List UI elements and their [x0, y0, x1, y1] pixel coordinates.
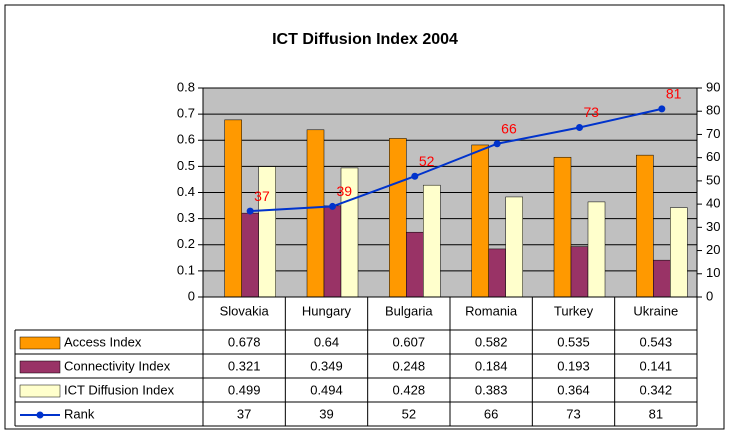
- bar: [471, 144, 489, 298]
- category-label: Ukraine: [633, 303, 678, 318]
- legend-label: Connectivity Index: [64, 358, 171, 373]
- bar: [323, 205, 342, 298]
- bar: [553, 156, 572, 298]
- y2-tick-label: 0: [706, 288, 713, 303]
- rank-label: 52: [419, 153, 435, 169]
- bar: [224, 119, 242, 298]
- y-tick-label: 0.3: [177, 210, 195, 225]
- table-value: 0.364: [557, 382, 590, 397]
- table-value: 0.141: [640, 358, 673, 373]
- legend-key: [19, 384, 61, 398]
- table-value: 0.543: [640, 334, 673, 349]
- table-value: 0.349: [310, 358, 343, 373]
- table-value: 37: [237, 406, 251, 421]
- y-tick-label: 0.2: [177, 236, 195, 251]
- table-value: 0.383: [475, 382, 508, 397]
- legend-label: ICT Diffusion Index: [64, 382, 175, 397]
- rank-marker: [576, 123, 583, 131]
- table-value: 39: [319, 406, 333, 421]
- table-value: 0.184: [475, 358, 508, 373]
- legend-key: [19, 360, 61, 374]
- y-tick-label: 0.4: [177, 184, 195, 199]
- bar: [306, 129, 325, 298]
- bar: [505, 196, 523, 298]
- y2-tick-label: 30: [706, 219, 720, 234]
- y-tick-label: 0.5: [177, 158, 195, 173]
- rank-line: [250, 107, 663, 213]
- table-value: 0.582: [475, 334, 508, 349]
- rank-marker: [329, 202, 336, 210]
- table-value: 0.64: [314, 334, 339, 349]
- y2-tick-label: 60: [706, 149, 720, 164]
- bar: [406, 231, 424, 298]
- y2-tick-label: 40: [706, 196, 720, 211]
- table-value: 66: [484, 406, 498, 421]
- table-value: 81: [649, 406, 663, 421]
- y2-tick-label: 80: [706, 103, 720, 118]
- rank-label: 81: [666, 86, 682, 102]
- table-value: 0.193: [557, 358, 590, 373]
- chart-title: ICT Diffusion Index 2004: [272, 31, 458, 48]
- bar: [587, 201, 606, 298]
- table-value: 52: [402, 406, 416, 421]
- table-value: 0.428: [393, 382, 426, 397]
- y2-tick-label: 10: [706, 265, 720, 280]
- bar: [423, 184, 441, 298]
- y-tick-label: 0.7: [177, 106, 195, 121]
- category-label: Hungary: [302, 303, 352, 318]
- table-value: 0.607: [393, 334, 426, 349]
- rank-label: 66: [501, 120, 517, 136]
- legend-label: Rank: [64, 406, 95, 421]
- rank-marker: [658, 105, 666, 113]
- bar: [670, 207, 688, 298]
- legend-key: [19, 336, 61, 350]
- category-label: Slovakia: [220, 303, 270, 318]
- y-tick-label: 0.1: [177, 262, 195, 277]
- table-value: 0.342: [640, 382, 673, 397]
- y-tick-label: 0.6: [177, 132, 195, 147]
- rank-label: 39: [337, 183, 353, 199]
- y2-tick-label: 70: [706, 126, 720, 141]
- table-value: 0.321: [228, 358, 261, 373]
- legend-label: Access Index: [64, 334, 142, 349]
- table-value: 0.678: [228, 334, 261, 349]
- bar: [389, 138, 407, 298]
- bar: [570, 246, 589, 298]
- y2-tick-label: 50: [706, 172, 720, 187]
- legend-key: [36, 411, 44, 419]
- category-label: Bulgaria: [385, 303, 433, 318]
- bar: [258, 166, 276, 298]
- table-value: 0.535: [557, 334, 590, 349]
- y2-tick-label: 90: [706, 79, 720, 94]
- rank-marker: [493, 140, 501, 148]
- category-label: Turkey: [554, 303, 594, 318]
- table-value: 0.494: [310, 382, 343, 397]
- bar: [653, 259, 671, 298]
- table-value: 73: [566, 406, 580, 421]
- rank-label: 37: [254, 188, 270, 204]
- y-tick-label: 0: [188, 288, 195, 303]
- bar: [241, 212, 259, 298]
- rank-marker: [246, 207, 254, 215]
- bar: [636, 154, 654, 298]
- table-value: 0.248: [393, 358, 426, 373]
- category-label: Romania: [465, 303, 518, 318]
- y-tick-label: 0.8: [177, 79, 195, 94]
- table-value: 0.499: [228, 382, 261, 397]
- rank-label: 73: [584, 104, 600, 120]
- y2-tick-label: 20: [706, 242, 720, 257]
- rank-marker: [411, 172, 419, 180]
- bar: [488, 248, 506, 298]
